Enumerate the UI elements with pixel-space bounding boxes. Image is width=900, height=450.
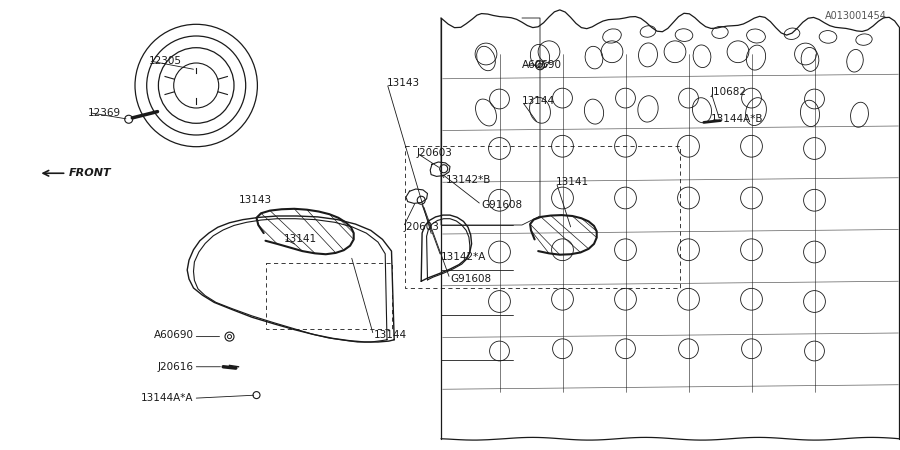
Text: 13144A*A: 13144A*A (141, 393, 194, 403)
Text: 13141: 13141 (556, 177, 590, 187)
Text: A60690: A60690 (154, 330, 194, 340)
Text: 13141: 13141 (284, 234, 317, 243)
Text: J20603: J20603 (403, 222, 439, 232)
Text: 13142*A: 13142*A (441, 252, 486, 261)
Text: G91608: G91608 (482, 200, 523, 210)
Text: J10682: J10682 (711, 87, 747, 97)
Text: A013001454: A013001454 (824, 11, 886, 21)
Text: 13144A*B: 13144A*B (711, 114, 763, 124)
Text: J20603: J20603 (417, 148, 453, 158)
Text: FRONT: FRONT (68, 168, 111, 178)
Text: G91608: G91608 (450, 274, 491, 284)
Text: J20616: J20616 (158, 362, 194, 372)
Text: 13142*B: 13142*B (446, 175, 491, 185)
Text: 12369: 12369 (88, 108, 122, 117)
Text: A60690: A60690 (522, 60, 562, 70)
Text: 13144: 13144 (374, 330, 407, 340)
Text: 13143: 13143 (387, 78, 420, 88)
Text: 13143: 13143 (238, 195, 272, 205)
Text: 13144: 13144 (522, 96, 555, 106)
Text: 12305: 12305 (148, 56, 182, 66)
